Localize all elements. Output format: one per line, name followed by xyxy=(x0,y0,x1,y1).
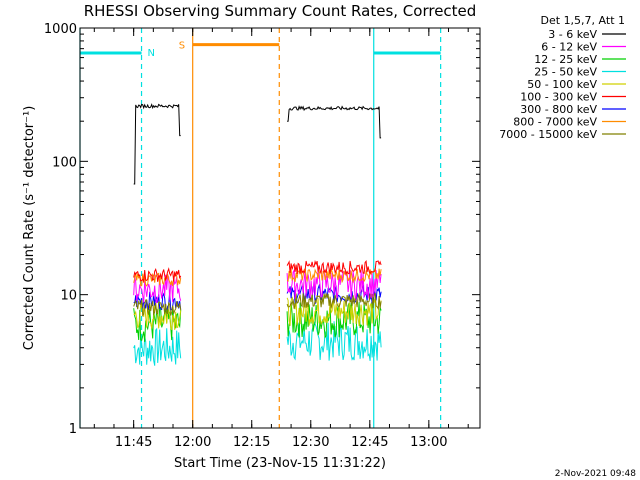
series-1-segment-1 xyxy=(286,268,382,301)
legend-title: Det 1,5,7, Att 1 xyxy=(541,14,625,27)
legend-label-4: 50 - 100 keV xyxy=(527,78,597,91)
series-8-segment-0 xyxy=(133,299,182,317)
chart-title: RHESSI Observing Summary Count Rates, Co… xyxy=(84,2,477,20)
series-3-segment-1 xyxy=(286,320,382,361)
legend-label-0: 3 - 6 keV xyxy=(548,28,597,41)
x-tick-label-0: 11:45 xyxy=(115,435,152,450)
night-label-0: N xyxy=(148,48,155,59)
legend-label-3: 25 - 50 keV xyxy=(534,66,597,79)
series-8-segment-1 xyxy=(286,292,382,311)
y-tick-label-0: 1 xyxy=(69,422,77,437)
series-0-segment-0 xyxy=(133,103,181,185)
y-tick-label-1: 10 xyxy=(60,289,77,304)
saa-label-0: S xyxy=(179,41,185,52)
x-tick-label-3: 12:30 xyxy=(292,435,329,450)
series-5-segment-0 xyxy=(133,267,182,283)
x-tick-label-2: 12:15 xyxy=(233,435,270,450)
plot-frame xyxy=(79,27,481,429)
legend-label-6: 300 - 800 keV xyxy=(520,103,597,116)
plot-area: NS xyxy=(79,28,442,428)
x-tick-label-4: 12:45 xyxy=(351,435,388,450)
series-3-segment-0 xyxy=(133,327,182,366)
series-4-segment-1 xyxy=(286,296,382,327)
x-axis-label: Start Time (23-Nov-15 11:31:22) xyxy=(174,456,386,471)
axes: 11:45 12:00 12:15 12:30 12:45 13:00 1 10 100 1000 xyxy=(44,22,481,450)
x-tick-label-1: 12:00 xyxy=(174,435,211,450)
y-tick-label-3: 1000 xyxy=(44,22,77,37)
legend-label-1: 6 - 12 keV xyxy=(541,41,597,54)
series-1-segment-0 xyxy=(133,273,182,304)
series-7-segment-1 xyxy=(286,267,382,284)
series-5-segment-1 xyxy=(286,259,382,276)
x-tick-label-5: 13:00 xyxy=(410,435,447,450)
footer-timestamp: 2-Nov-2021 09:48 xyxy=(555,469,637,479)
series-0-segment-1 xyxy=(287,105,382,139)
legend-label-8: 7000 - 15000 keV xyxy=(499,128,597,141)
y-axis-label: Corrected Count Rate (s⁻¹ detector⁻¹) xyxy=(22,106,37,351)
legend-label-7: 800 - 7000 keV xyxy=(513,116,597,129)
legend-label-2: 12 - 25 keV xyxy=(534,53,597,66)
y-tick-label-2: 100 xyxy=(52,155,77,170)
legend-label-5: 100 - 300 keV xyxy=(520,91,597,104)
